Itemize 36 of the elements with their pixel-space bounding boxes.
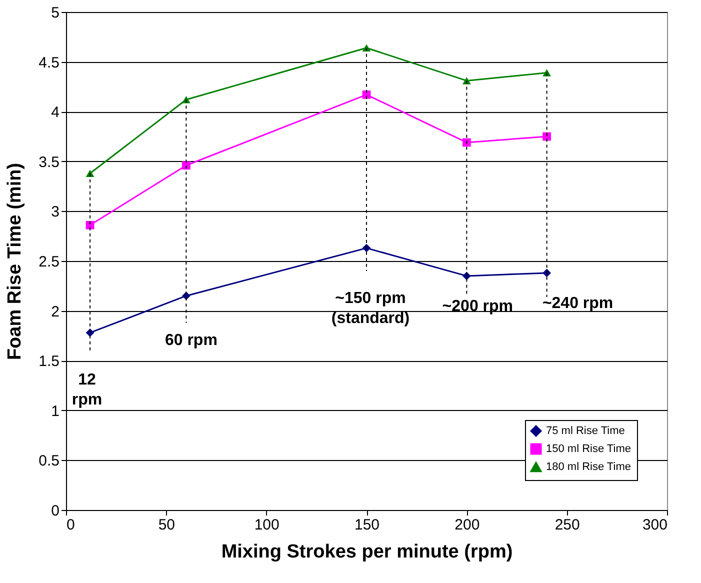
point bbox=[462, 138, 471, 147]
y-axis-title: Foam Rise Time (min) bbox=[4, 162, 26, 360]
y-tick-label: 5 bbox=[51, 4, 60, 22]
point bbox=[542, 69, 551, 76]
y-tick-label: 3.5 bbox=[38, 154, 60, 171]
x-tick-label: 300 bbox=[642, 516, 668, 534]
ref-line-label: ~150 rpm (standard) bbox=[331, 290, 410, 328]
y-tick-label: 1 bbox=[51, 402, 60, 420]
x-tick-label: 150 bbox=[354, 516, 380, 534]
y-tick-label: 0 bbox=[51, 502, 60, 520]
point bbox=[462, 77, 471, 84]
x-tick-label: 200 bbox=[454, 516, 480, 534]
ref-line-label: ~240 rpm bbox=[542, 294, 614, 312]
x-tick-label: 100 bbox=[254, 516, 280, 534]
point bbox=[86, 170, 94, 177]
legend-label: 150 ml Rise Time bbox=[546, 443, 631, 455]
y-tick-label: 1.5 bbox=[38, 353, 60, 370]
ref-line-label: ~200 rpm bbox=[442, 298, 514, 315]
x-tick-label: 0 bbox=[66, 516, 75, 534]
y-tick-label: 0.5 bbox=[38, 452, 60, 470]
ref-line-label: 12 rpm bbox=[72, 372, 102, 409]
legend-label: 75 ml Rise Time bbox=[546, 425, 625, 437]
x-axis-title: Mixing Strokes per minute (rpm) bbox=[221, 542, 513, 562]
x-tick-label: 50 bbox=[158, 516, 176, 534]
point bbox=[86, 220, 94, 230]
point bbox=[182, 96, 190, 104]
y-tick-label: 3 bbox=[51, 204, 60, 221]
legend-label: 180 ml Rise Time bbox=[546, 461, 631, 473]
y-tick-label: 4 bbox=[51, 104, 60, 122]
y-tick-label: 2.5 bbox=[38, 254, 60, 270]
point bbox=[542, 132, 551, 141]
ref-line-label: 60 rpm bbox=[164, 332, 218, 349]
x-tick-label: 250 bbox=[554, 516, 580, 534]
point bbox=[182, 161, 190, 170]
y-tick-label: 4.5 bbox=[38, 54, 60, 72]
y-tick-label: 2 bbox=[51, 303, 60, 320]
